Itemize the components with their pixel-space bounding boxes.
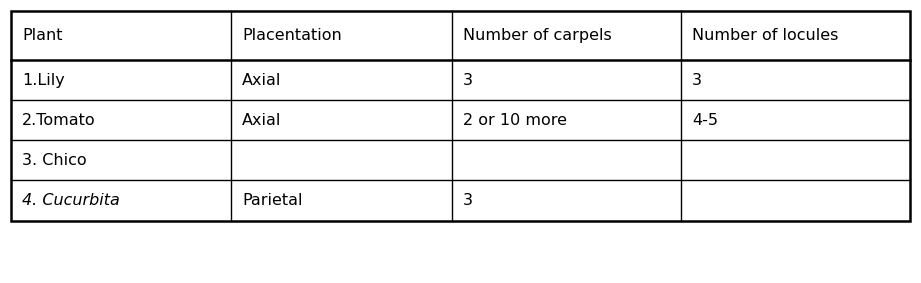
- Text: 3. Chico: 3. Chico: [22, 153, 87, 168]
- Text: Number of locules: Number of locules: [692, 28, 838, 43]
- Bar: [11, 11, 910, 221]
- Text: 3: 3: [462, 72, 472, 87]
- Text: Parietal: Parietal: [242, 193, 303, 208]
- Text: 2 or 10 more: 2 or 10 more: [462, 113, 566, 128]
- Text: Number of carpels: Number of carpels: [462, 28, 612, 43]
- Text: 3: 3: [462, 193, 472, 208]
- Text: Placentation: Placentation: [242, 28, 342, 43]
- Text: Plant: Plant: [22, 28, 63, 43]
- Text: Axial: Axial: [242, 113, 282, 128]
- Text: 4. Cucurbita: 4. Cucurbita: [22, 193, 120, 208]
- Text: 1.Lily: 1.Lily: [22, 72, 64, 87]
- Text: 4-5: 4-5: [692, 113, 717, 128]
- Text: 2.Tomato: 2.Tomato: [22, 113, 96, 128]
- Text: 3: 3: [692, 72, 702, 87]
- Text: Axial: Axial: [242, 72, 282, 87]
